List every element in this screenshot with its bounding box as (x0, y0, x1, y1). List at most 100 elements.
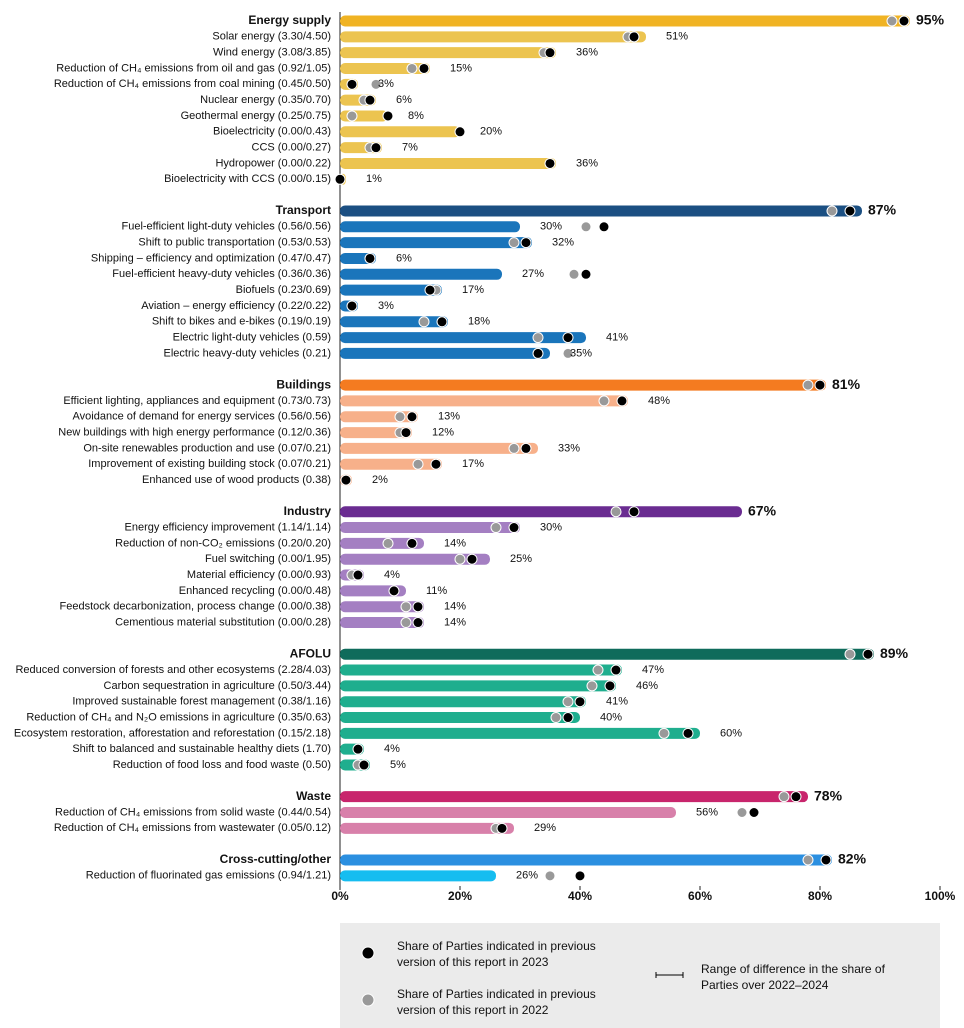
category-label: Reduction of CH₄ emissions from coal min… (54, 78, 331, 90)
dot-2023 (544, 47, 556, 59)
dot-2023 (400, 427, 412, 439)
category-label: Avoidance of demand for energy services … (73, 411, 331, 423)
dot-2023 (520, 237, 532, 249)
dot-2023 (430, 458, 442, 470)
legend-label: Range of difference in the share of Part… (701, 962, 885, 992)
bar (340, 522, 520, 534)
category-label: Shift to public transportation (0.53/0.5… (138, 237, 331, 249)
value-label: 17% (462, 458, 484, 470)
dot-2022 (778, 791, 790, 803)
legend-label: Share of Parties indicated in previous v… (397, 939, 596, 969)
category-label: Shift to bikes and e-bikes (0.19/0.19) (152, 316, 331, 328)
dot-2022 (610, 506, 622, 518)
dot-2023 (820, 854, 832, 866)
category-label: Improvement of existing building stock (… (88, 458, 331, 470)
category-label: CCS (0.00/0.27) (252, 142, 331, 154)
dot-2022 (886, 15, 898, 27)
value-label: 32% (552, 237, 574, 249)
dot-2023 (340, 474, 352, 486)
bar (340, 332, 586, 344)
legend-label: Share of Parties indicated in previous v… (397, 987, 596, 1017)
dot-2023 (598, 221, 610, 233)
group-value-label: 89% (880, 645, 909, 661)
dot-2022 (418, 316, 430, 328)
dot-2022 (586, 680, 598, 692)
dot-2023 (352, 743, 364, 755)
category-label: Reduction of food loss and food waste (0… (113, 759, 331, 771)
dot-2022 (580, 221, 592, 233)
dot-2022 (598, 395, 610, 407)
dot-2022 (490, 522, 502, 534)
group-label: Energy supply (248, 13, 331, 27)
bar (340, 157, 556, 169)
group-value-label: 95% (916, 12, 945, 28)
value-label: 36% (576, 157, 598, 169)
category-label: Aviation – energy efficiency (0.22/0.22) (141, 300, 331, 312)
value-label: 41% (606, 696, 628, 708)
dot-2023 (364, 94, 376, 106)
category-label: Feedstock decarbonization, process chang… (60, 601, 332, 613)
category-label: On-site renewables production and use (0… (83, 442, 331, 454)
bar (340, 696, 586, 708)
value-label: 15% (450, 62, 472, 74)
value-label: 6% (396, 94, 412, 106)
bar (340, 379, 826, 391)
bar (340, 347, 550, 359)
dot-2023 (466, 553, 478, 565)
bar (340, 822, 514, 834)
value-label: 17% (462, 284, 484, 296)
dot-2023 (610, 664, 622, 676)
dot-2023 (532, 347, 544, 359)
category-label: Energy efficiency improvement (1.14/1.14… (125, 521, 331, 533)
category-label: Material efficiency (0.00/0.93) (187, 569, 331, 581)
dot-2023 (898, 15, 910, 27)
category-label: Enhanced use of wood products (0.38) (142, 474, 331, 486)
dot-2023 (382, 110, 394, 122)
bar (340, 648, 874, 660)
bar (340, 553, 490, 565)
dot-2022 (346, 110, 358, 122)
bar (340, 727, 700, 739)
dot-2023 (562, 332, 574, 344)
dot-2023 (580, 268, 592, 280)
x-tick-label: 40% (568, 889, 592, 903)
value-label: 3% (378, 78, 394, 90)
dot-2023 (346, 78, 358, 90)
category-label: Reduction of non-CO₂ emissions (0.20/0.2… (115, 537, 331, 549)
dot-2023 (364, 252, 376, 264)
bar (340, 854, 832, 866)
dot-2022 (412, 458, 424, 470)
value-label: 20% (480, 126, 502, 138)
bar (340, 537, 424, 549)
value-label: 14% (444, 537, 466, 549)
dot-2023 (862, 648, 874, 660)
dot-2022 (508, 237, 520, 249)
bar (340, 506, 742, 518)
group-label: Industry (284, 504, 332, 518)
category-label: Reduction of CH₄ emissions from oil and … (56, 62, 331, 74)
dot-2022 (406, 62, 418, 74)
x-tick-label: 20% (448, 889, 472, 903)
dot-2022 (544, 870, 556, 882)
dot-2023 (346, 300, 358, 312)
category-label: Fuel-efficient heavy-duty vehicles (0.36… (112, 268, 331, 280)
category-label: Biofuels (0.23/0.69) (236, 284, 331, 296)
dot-2022 (370, 78, 382, 90)
bar (340, 268, 502, 280)
dot-2022 (562, 696, 574, 708)
category-label: Cementious material substitution (0.00/0… (115, 616, 331, 628)
category-label: Shipping – efficiency and optimization (… (91, 252, 331, 264)
dot-2023 (544, 157, 556, 169)
value-label: 48% (648, 395, 670, 407)
group-label: Buildings (276, 377, 331, 391)
value-label: 51% (666, 31, 688, 43)
dot-2022 (400, 601, 412, 613)
dot-2023 (352, 569, 364, 581)
x-tick-label: 0% (331, 889, 349, 903)
value-label: 3% (378, 300, 394, 312)
dot-2022 (454, 553, 466, 565)
dot-2023 (412, 601, 424, 613)
value-label: 12% (432, 426, 454, 438)
